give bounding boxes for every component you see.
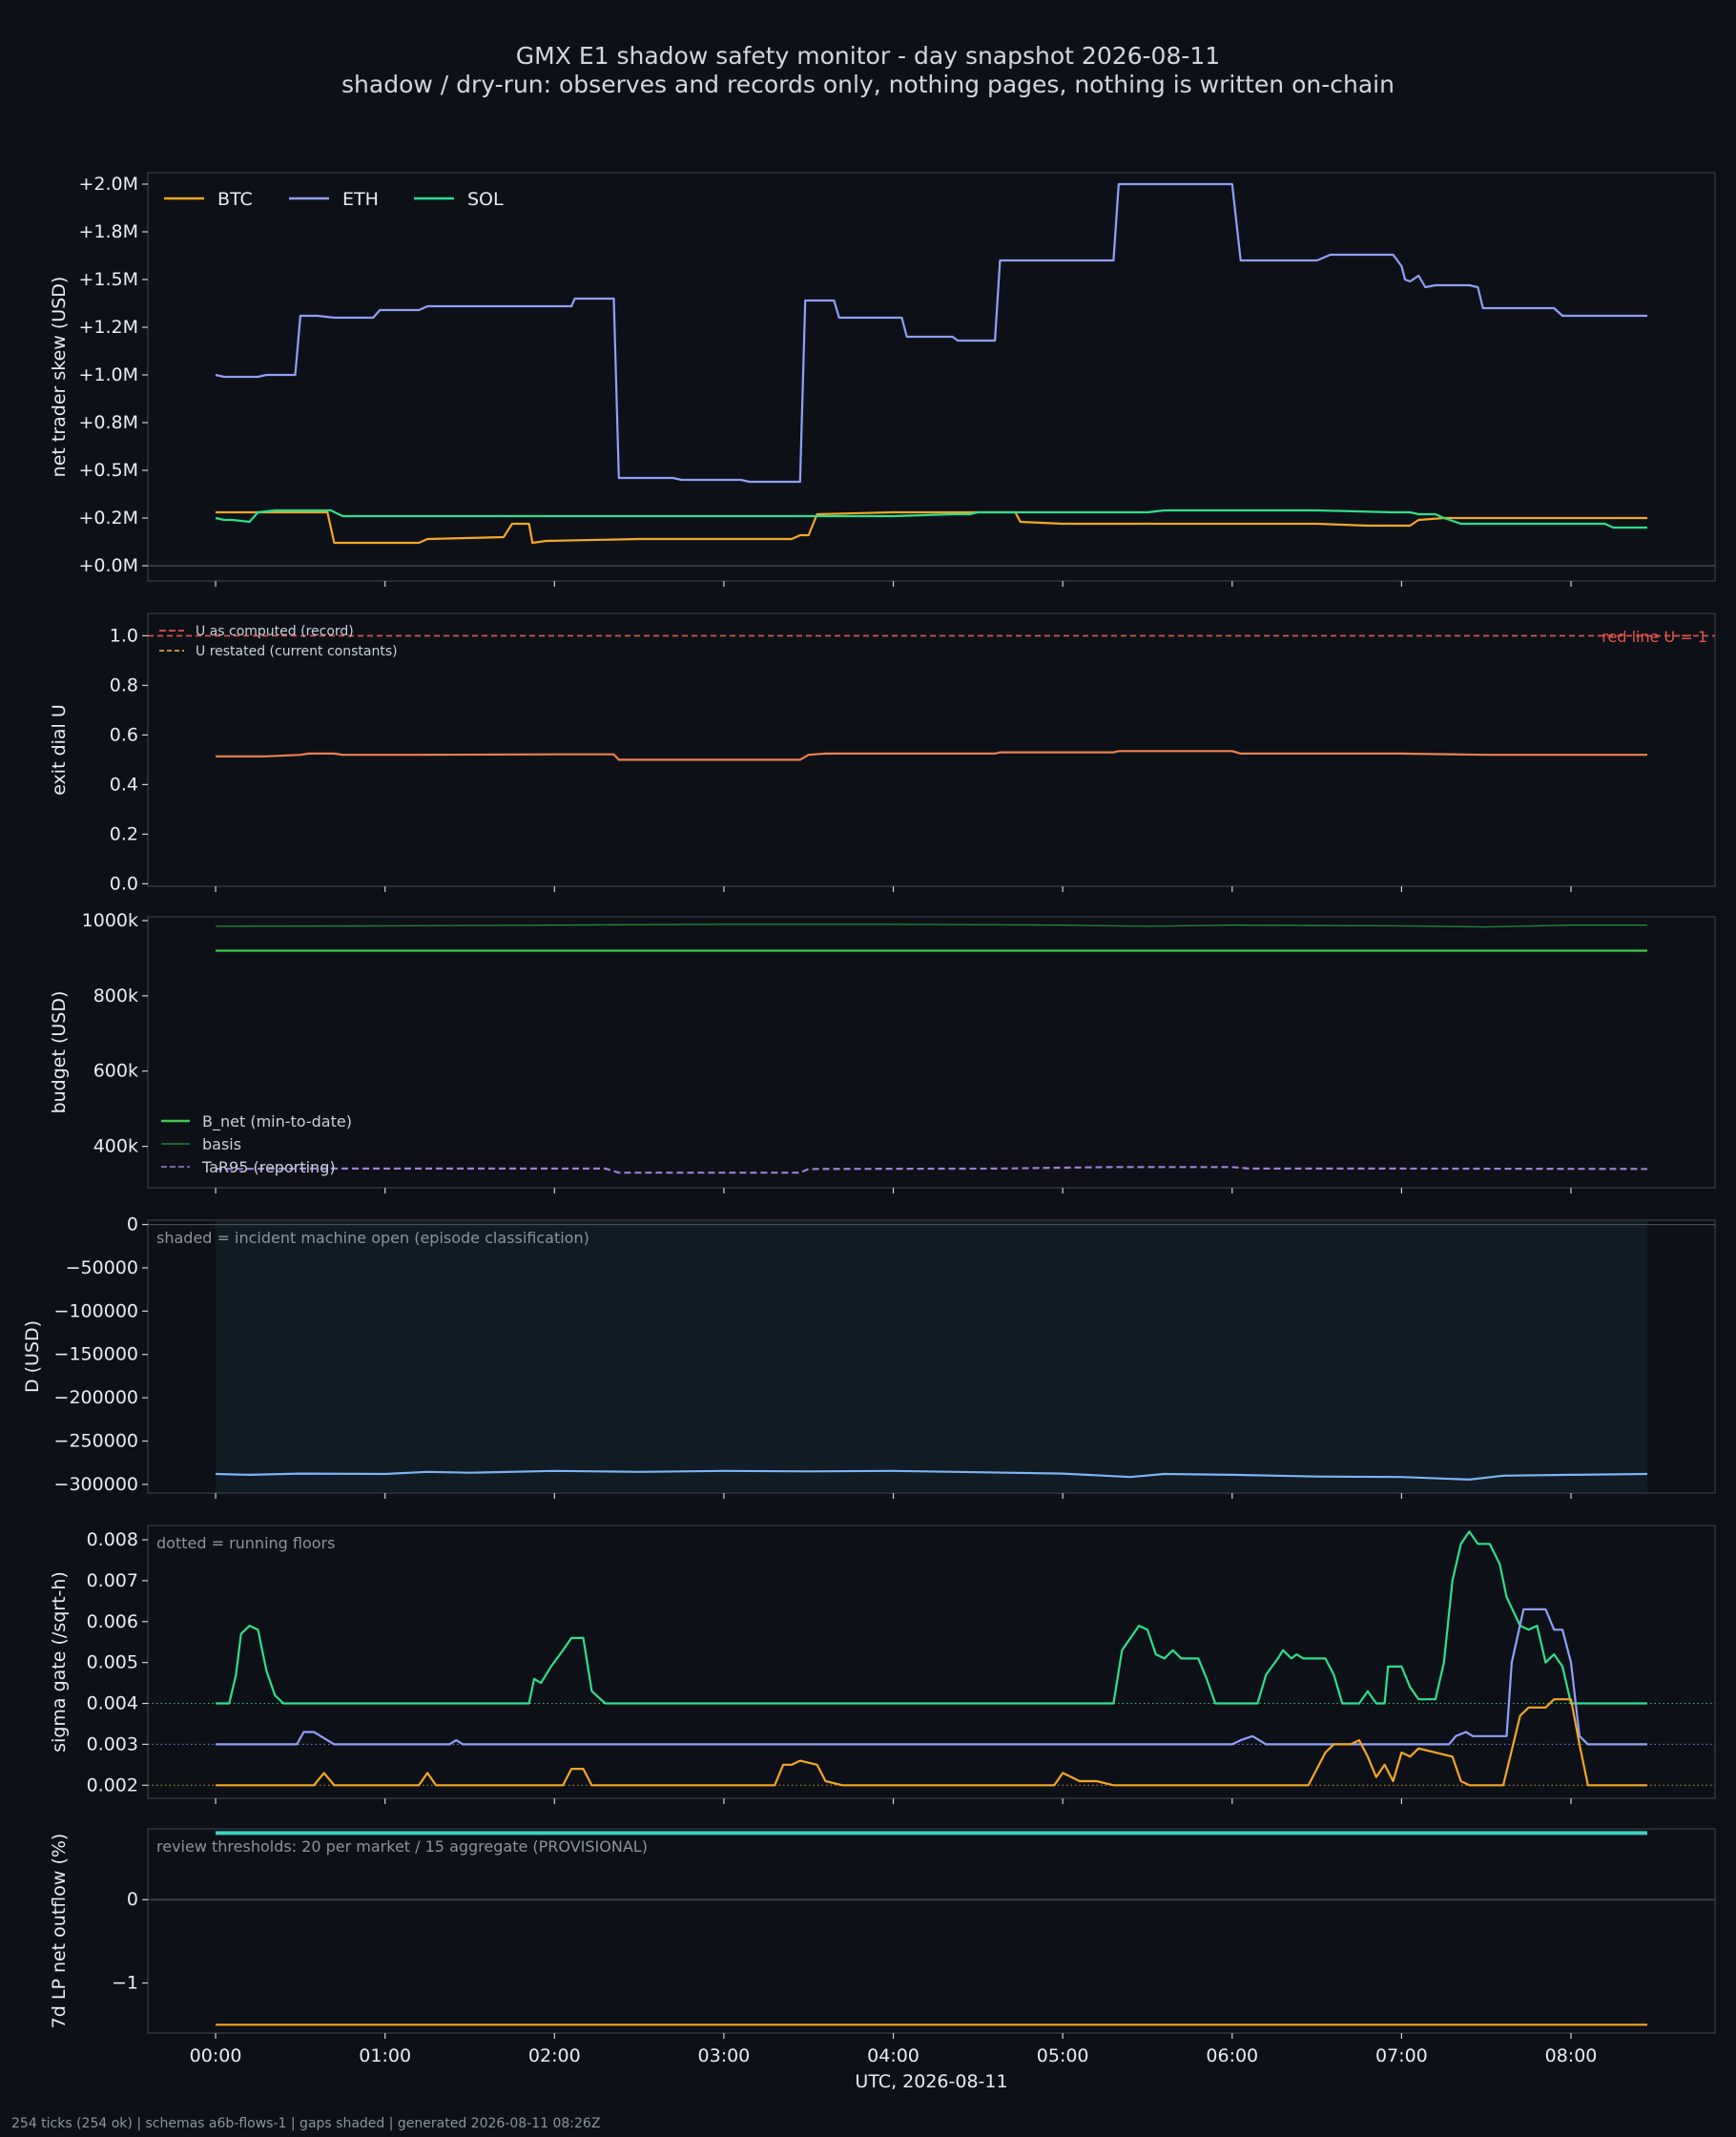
y-tick-label: 0.007 xyxy=(87,1570,138,1591)
y-tick-label: +1.2M xyxy=(78,317,138,338)
y-tick-label: +2.0M xyxy=(78,174,138,195)
legend-entry: U restated (current constants) xyxy=(159,644,398,659)
legend-entry: B_net (min-to-date) xyxy=(161,1112,352,1131)
y-tick-label: 1.0 xyxy=(110,625,138,646)
x-tick-label: 07:00 xyxy=(1375,2045,1428,2066)
x-tick-label: 05:00 xyxy=(1037,2045,1089,2066)
x-tick-label: 03:00 xyxy=(698,2045,751,2066)
series-btc xyxy=(216,1698,1647,1787)
legend-label: ETH xyxy=(342,189,379,210)
y-tick-label: 0.005 xyxy=(87,1652,138,1673)
series-u-as-computed-record- xyxy=(216,750,1647,761)
y-tick-label: 0.002 xyxy=(87,1774,138,1795)
legend-entry: basis xyxy=(161,1135,241,1153)
panel-sigma: 0.002 0.003 0.004 0.005 0.006 0.007 0.008 sigma… xyxy=(49,1525,1716,1804)
panel-lp_outflow: 0 −1 7d LP net outflow (%) review threshold… xyxy=(49,1828,1716,2039)
x-tick-label: 04:00 xyxy=(867,2045,920,2066)
y-tick-label: −1 xyxy=(112,1973,138,1994)
y-tick-label: +1.8M xyxy=(78,221,138,242)
y-tick-label: 0.008 xyxy=(87,1529,138,1550)
y-tick-label: −200000 xyxy=(54,1387,138,1408)
y-axis-label: net trader skew (USD) xyxy=(49,277,70,478)
y-tick-label: +0.0M xyxy=(78,555,138,576)
panel-annotation: shaded = incident machine open (episode … xyxy=(156,1229,589,1247)
legend-label: BTC xyxy=(217,189,253,210)
legend-label: TaR95 (reporting) xyxy=(201,1158,336,1176)
y-tick-label: +0.8M xyxy=(78,412,138,433)
panel-annotation: dotted = running floors xyxy=(156,1534,335,1552)
y-tick-label: +1.0M xyxy=(78,364,138,385)
legend-label: U restated (current constants) xyxy=(196,644,398,659)
series-btc xyxy=(216,510,1647,545)
series-eth xyxy=(216,1608,1647,1746)
series-eth xyxy=(215,182,1647,484)
x-tick-label: 02:00 xyxy=(528,2045,581,2066)
red-line-annotation: red line U = 1 xyxy=(1602,628,1707,646)
y-tick-label: −300000 xyxy=(54,1474,138,1495)
plot-area xyxy=(147,612,1716,887)
plot-area xyxy=(147,916,1716,1189)
legend-entry: U as computed (record) xyxy=(159,624,354,639)
legend-label: basis xyxy=(202,1135,241,1153)
y-tick-label: +1.5M xyxy=(78,269,138,290)
legend-entry: BTC xyxy=(164,189,253,210)
y-tick-label: 0 xyxy=(127,1214,138,1235)
series-tar95-reporting- xyxy=(215,1166,1648,1174)
y-tick-label: −250000 xyxy=(54,1431,138,1452)
series-sol xyxy=(216,1530,1647,1705)
y-axis-label: exit dial U xyxy=(49,704,70,796)
legend-entry: SOL xyxy=(414,189,504,210)
y-tick-label: 0.003 xyxy=(87,1733,138,1754)
x-tick-label: 00:00 xyxy=(190,2045,242,2066)
chart-subtitle: shadow / dry-run: observes and records o… xyxy=(341,71,1395,98)
y-axis-label: D (USD) xyxy=(22,1320,43,1393)
panel-budget: 400k 600k 800k 1000k budget (USD) B_net (min-… xyxy=(49,910,1716,1193)
y-tick-label: 0.006 xyxy=(87,1611,138,1632)
x-tick-label: 06:00 xyxy=(1206,2045,1258,2066)
y-tick-label: 0.8 xyxy=(110,674,138,695)
panel-exit_dial: 0.0 0.2 0.4 0.6 0.8 1.0 exit dial U red line U … xyxy=(49,612,1716,894)
incident-shade xyxy=(216,1221,1647,1492)
chart-title: GMX E1 shadow safety monitor - day snaps… xyxy=(515,42,1221,70)
legend-entry: ETH xyxy=(289,189,379,210)
y-tick-label: 0.0 xyxy=(110,873,138,894)
y-tick-label: 400k xyxy=(93,1136,138,1157)
legend-label: U as computed (record) xyxy=(196,624,354,639)
y-tick-label: 0.004 xyxy=(87,1693,138,1714)
y-tick-label: −50000 xyxy=(66,1257,138,1278)
y-tick-label: 600k xyxy=(93,1061,138,1082)
legend-entry: TaR95 (reporting) xyxy=(161,1158,336,1176)
plot-area xyxy=(147,1828,1716,2034)
panel-drawdown: 0 −50000 −100000 −150000 −200000 −250000 −3000… xyxy=(22,1214,1716,1499)
y-tick-label: +0.2M xyxy=(78,508,138,529)
y-tick-label: 0.6 xyxy=(110,724,138,745)
y-tick-label: 0 xyxy=(127,1889,138,1910)
y-tick-label: −150000 xyxy=(54,1344,138,1365)
y-tick-label: 0.2 xyxy=(110,823,138,844)
y-tick-label: 0.4 xyxy=(110,774,138,795)
legend-label: B_net (min-to-date) xyxy=(202,1112,352,1131)
y-axis-label: budget (USD) xyxy=(49,991,70,1114)
y-axis-label: sigma gate (/sqrt-h) xyxy=(49,1571,70,1753)
y-axis-label: 7d LP net outflow (%) xyxy=(49,1834,70,2029)
x-tick-label: 08:00 xyxy=(1545,2045,1598,2066)
series-sol xyxy=(215,508,1647,529)
footer-status: 254 ticks (254 ok) | schemas a6b-flows-1… xyxy=(11,2116,601,2131)
series-d xyxy=(215,1469,1648,1481)
y-tick-label: 800k xyxy=(93,986,138,1006)
x-tick-label: 01:00 xyxy=(359,2045,411,2066)
y-tick-label: 1000k xyxy=(82,910,138,931)
y-tick-label: +0.5M xyxy=(78,460,138,481)
x-axis-label: UTC, 2026-08-11 xyxy=(855,2071,1007,2092)
series-basis xyxy=(215,923,1647,928)
plot-area xyxy=(147,172,1716,582)
y-tick-label: −100000 xyxy=(54,1300,138,1321)
panel-annotation: review thresholds: 20 per market / 15 ag… xyxy=(156,1837,648,1856)
legend-label: SOL xyxy=(467,189,504,210)
plot-area xyxy=(147,1525,1716,1799)
panel-skew: +0.0M +0.2M +0.5M +0.8M +1.0M +1.2M +1.5M +1.8M… xyxy=(49,172,1716,587)
